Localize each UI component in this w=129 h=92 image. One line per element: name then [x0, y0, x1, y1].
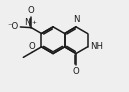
Text: N: N	[73, 15, 79, 24]
Text: O: O	[73, 67, 79, 76]
Text: NH: NH	[90, 42, 103, 51]
Text: +: +	[31, 20, 37, 25]
Text: O: O	[28, 6, 35, 15]
Text: ⁻O: ⁻O	[7, 22, 18, 31]
Text: N: N	[24, 18, 30, 27]
Text: O: O	[28, 42, 35, 51]
